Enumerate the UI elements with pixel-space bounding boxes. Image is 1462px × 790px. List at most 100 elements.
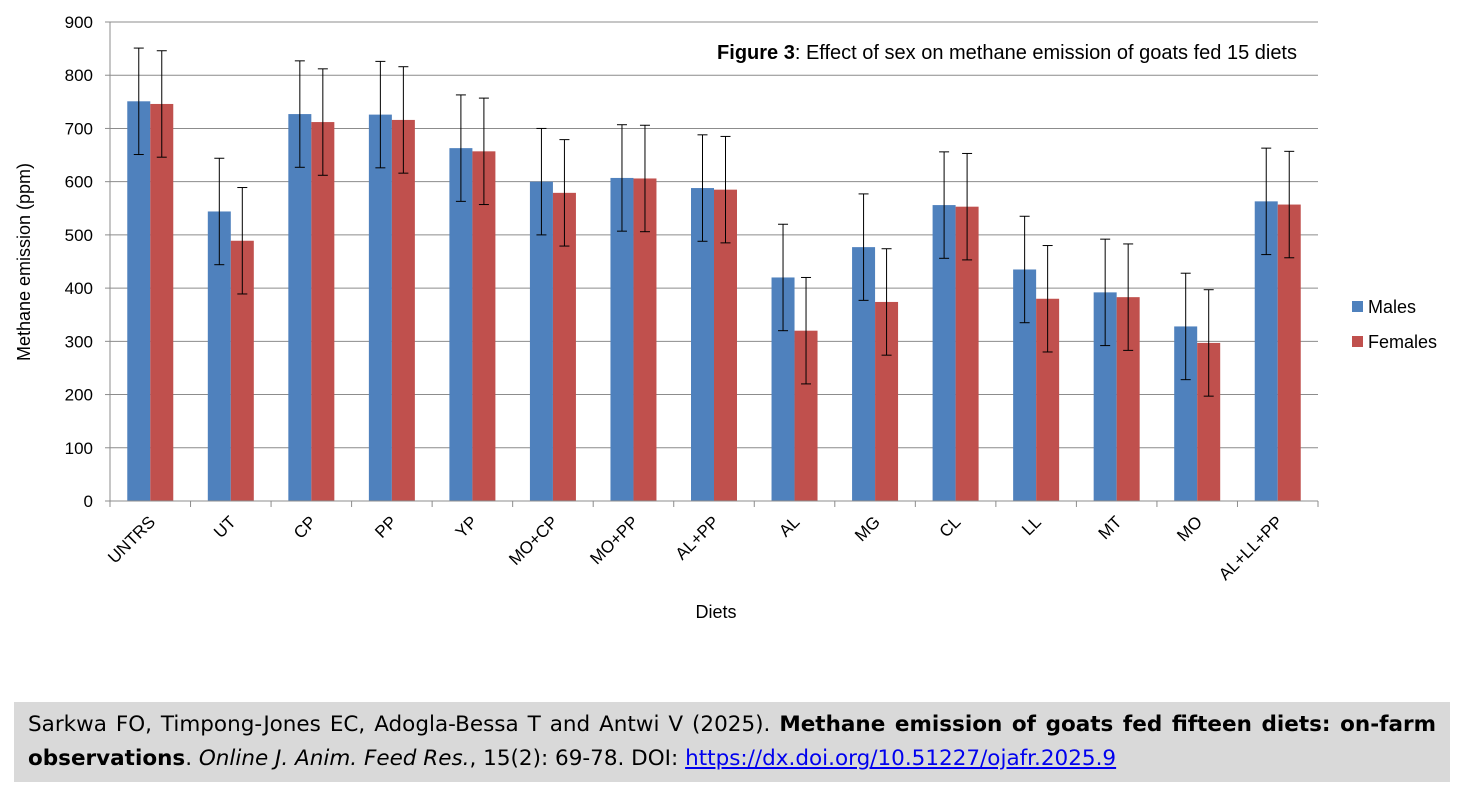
- error-bar: [1180, 272, 1191, 381]
- y-tick-label: 900: [65, 13, 93, 32]
- bars: [127, 47, 1301, 502]
- legend-swatch-males: [1352, 301, 1363, 312]
- citation-details: , 15(2): 69-78. DOI:: [469, 746, 686, 771]
- bar-males-yp: [449, 148, 473, 502]
- bar-females-yp: [472, 151, 496, 501]
- error-bar: [559, 139, 570, 247]
- x-tick-label: MO+CP: [505, 512, 562, 569]
- error-bar: [133, 47, 144, 156]
- bar-females-al-ll-pp: [1277, 204, 1301, 501]
- bar-females-mt: [1116, 297, 1140, 501]
- bar-females-pp: [391, 119, 415, 501]
- x-tick-label: MG: [851, 512, 884, 545]
- x-tick-label: CL: [936, 512, 965, 541]
- legend: Males Females: [1352, 297, 1437, 352]
- citation-box: Sarkwa FO, Timpong-Jones EC, Adogla-Bess…: [14, 702, 1450, 782]
- bar-females-al: [794, 330, 818, 501]
- x-tick-label: PP: [371, 512, 400, 541]
- error-bar: [1100, 238, 1111, 347]
- bar-males-mt: [1093, 292, 1117, 501]
- error-bar: [156, 50, 167, 158]
- x-tick-label: LL: [1018, 512, 1045, 539]
- y-tick-label: 400: [65, 279, 93, 298]
- error-bar: [237, 187, 248, 295]
- error-bar: [1261, 147, 1272, 256]
- bar-females-al-pp: [714, 189, 737, 501]
- error-bar: [398, 66, 409, 174]
- citation-separator: .: [185, 746, 199, 771]
- legend-label-males: Males: [1368, 297, 1416, 317]
- y-tick-label: 0: [84, 492, 93, 511]
- bar-males-mg: [852, 247, 876, 501]
- y-tick-label: 800: [65, 66, 93, 85]
- bar-males-al-pp: [691, 188, 714, 501]
- error-bar: [1123, 243, 1134, 351]
- error-bar: [639, 124, 650, 233]
- error-bar: [1019, 215, 1030, 324]
- doi-link[interactable]: https://dx.doi.org/10.51227/ojafr.2025.9: [685, 746, 1117, 771]
- x-tick-label: MO+PP: [586, 512, 642, 568]
- x-tick-label: MO: [1173, 512, 1206, 545]
- bar-females-mg: [875, 301, 899, 501]
- error-bar: [858, 193, 869, 301]
- error-bar: [317, 68, 328, 176]
- y-tick-label: 500: [65, 226, 93, 245]
- bar-males-ll: [1013, 269, 1037, 501]
- x-tick-label: UNTRS: [104, 512, 159, 567]
- bar-females-cp: [311, 122, 335, 502]
- bar-males-mo: [1174, 326, 1198, 501]
- bar-chart: 0 100 200 300 400 500 600 700 800 900 UNTRS UT CP PP Y…: [14, 13, 1437, 622]
- bar-males-untrs: [127, 101, 151, 501]
- error-bar: [1203, 289, 1214, 397]
- bar-males-mo-cp: [529, 181, 553, 501]
- bar-females-mo: [1197, 342, 1221, 501]
- x-tick-label: UT: [210, 512, 239, 541]
- bar-males-pp: [368, 114, 392, 502]
- error-bar: [455, 94, 466, 202]
- bar-males-al-ll-pp: [1254, 201, 1278, 501]
- error-bar: [1042, 245, 1053, 353]
- x-tick-label: CP: [290, 512, 320, 542]
- error-bar: [375, 60, 386, 169]
- bar-females-cl: [955, 206, 979, 502]
- error-bar: [616, 124, 627, 232]
- bar-females-ut: [230, 240, 254, 501]
- error-bar: [720, 135, 731, 244]
- legend-label-females: Females: [1368, 332, 1437, 352]
- bar-females-mo-cp: [552, 192, 576, 502]
- chart: 0 100 200 300 400 500 600 700 800 900 UNTRS UT CP PP Y…: [14, 13, 1437, 622]
- bar-males-al: [771, 277, 795, 501]
- bar-males-ut: [207, 211, 231, 501]
- y-tick-label: 200: [65, 386, 93, 405]
- bar-females-ll: [1036, 298, 1060, 501]
- y-axis-title: Methane emission (ppm): [14, 163, 34, 361]
- citation-journal: Online J. Anim. Feed Res.: [198, 746, 470, 771]
- error-bar: [778, 223, 789, 332]
- error-bar: [1284, 150, 1295, 259]
- citation-title: Methane emission of goats fed fifteen di…: [28, 712, 1436, 771]
- error-bar: [536, 127, 547, 236]
- x-tick-label: AL: [775, 512, 803, 540]
- x-tick-label: YP: [452, 512, 481, 541]
- x-tick-label: MT: [1095, 512, 1126, 543]
- error-bar: [214, 157, 225, 266]
- error-bar: [962, 152, 973, 261]
- error-bar: [697, 134, 708, 242]
- chart-title: Figure 3: Effect of sex on methane emiss…: [717, 42, 1297, 64]
- y-tick-label: 100: [65, 439, 93, 458]
- error-bar: [801, 276, 812, 385]
- bar-females-untrs: [150, 103, 174, 501]
- bar-males-mo-pp: [610, 177, 634, 502]
- error-bar: [881, 248, 892, 356]
- error-bar: [478, 97, 489, 206]
- x-axis-title: Diets: [695, 602, 736, 622]
- y-tick-label: 300: [65, 332, 93, 351]
- bar-males-cl: [932, 205, 956, 501]
- bar-males-cp: [288, 114, 312, 501]
- legend-swatch-females: [1352, 336, 1363, 347]
- y-tick-label: 700: [65, 119, 93, 138]
- bar-females-mo-pp: [633, 178, 657, 501]
- y-tick-label: 600: [65, 173, 93, 192]
- error-bar: [939, 151, 950, 259]
- citation-authors: Sarkwa FO, Timpong-Jones EC, Adogla-Bess…: [28, 712, 780, 737]
